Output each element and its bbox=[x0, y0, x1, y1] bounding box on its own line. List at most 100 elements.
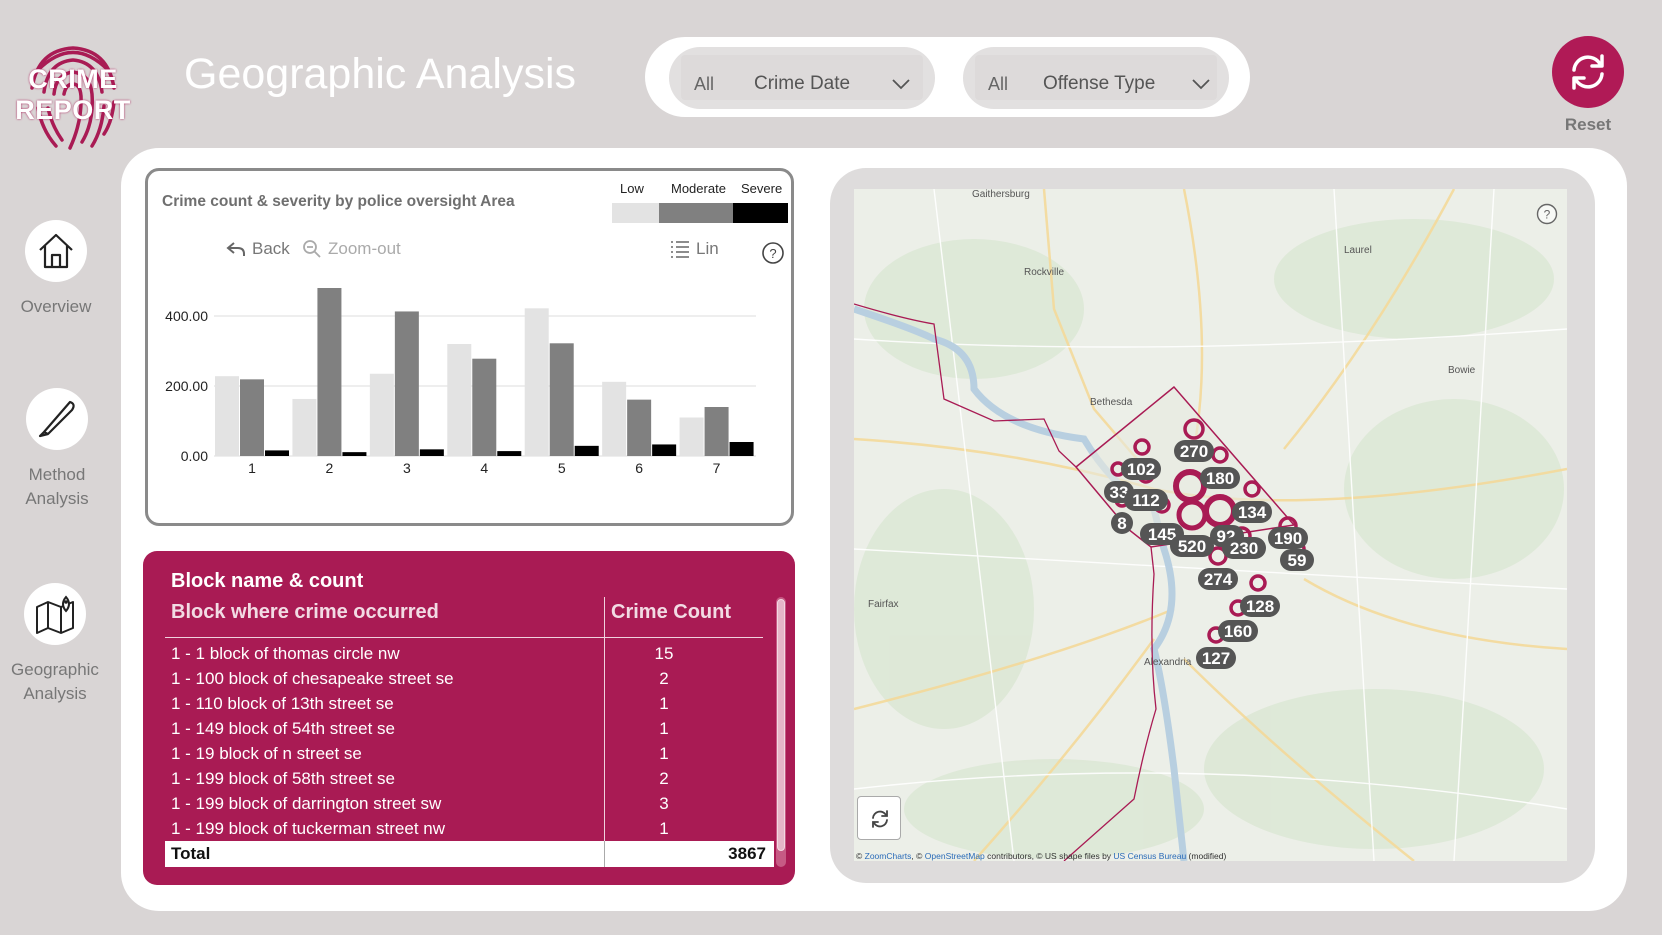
block-cell: 1 - 19 block of n street se bbox=[171, 744, 362, 763]
bar-severe-6 bbox=[652, 444, 677, 456]
cluster-pill bbox=[1280, 549, 1314, 571]
nav-method-analysis[interactable]: Method Analysis bbox=[2, 388, 112, 511]
header-divider bbox=[165, 637, 763, 638]
table-row[interactable]: 1 - 199 block of darrington street sw 3 bbox=[171, 791, 771, 816]
table-row[interactable]: 1 - 149 block of 54th street se 1 bbox=[171, 716, 771, 741]
cluster-ring bbox=[1133, 438, 1151, 456]
openstreetmap-link[interactable]: OpenStreetMap bbox=[924, 851, 985, 861]
nav-geographic-analysis[interactable]: Geographic Analysis bbox=[0, 583, 110, 706]
table-row[interactable]: 1 - 199 block of 58th street se 2 bbox=[171, 766, 771, 791]
nav-label: Geographic Analysis bbox=[11, 660, 99, 703]
place-label: Fairfax bbox=[868, 599, 899, 610]
cluster-label: 134 bbox=[1238, 503, 1267, 522]
zoom-out-icon bbox=[303, 240, 321, 258]
cluster-pill bbox=[1174, 440, 1214, 462]
fingerprint-icon bbox=[30, 46, 116, 150]
x-tick-label: 1 bbox=[248, 460, 256, 476]
table-row[interactable]: 1 - 100 block of chesapeake street se 2 bbox=[171, 666, 771, 691]
cluster-pill bbox=[1121, 458, 1161, 480]
cluster-pill bbox=[1232, 501, 1272, 523]
nav-overview[interactable]: Overview bbox=[1, 220, 111, 319]
place-label: Laurel bbox=[1344, 245, 1372, 256]
x-tick-label: 5 bbox=[558, 460, 566, 476]
cluster-ring bbox=[1249, 574, 1267, 592]
filter-value: All bbox=[988, 74, 1009, 94]
list-icon bbox=[671, 241, 689, 258]
cluster-label: 520 bbox=[1178, 537, 1206, 556]
lin-label: Lin bbox=[696, 239, 719, 258]
cluster-label: 160 bbox=[1224, 622, 1252, 641]
block-cell: 1 - 199 block of tuckerman street nw bbox=[171, 819, 446, 838]
bar-low-7 bbox=[679, 417, 704, 456]
logo-line-2: REPORT bbox=[15, 95, 131, 125]
filter-bar: All Crime Date All Offense Type bbox=[645, 37, 1250, 117]
state-border bbox=[854, 303, 1157, 861]
table-row[interactable]: 1 - 1 block of thomas circle nw 15 bbox=[171, 641, 771, 666]
map-icon bbox=[36, 595, 74, 634]
legend-moderate: Moderate bbox=[671, 181, 726, 196]
legend-swatch-moderate bbox=[659, 203, 733, 223]
y-tick-label: 400.00 bbox=[165, 308, 208, 324]
knife-icon bbox=[38, 400, 75, 438]
block-table-card: Block name & count Block where crime occ… bbox=[143, 551, 795, 885]
crime-map[interactable]: Gaithersburg Rockville Laurel Bethesda B… bbox=[854, 189, 1567, 861]
block-cell: 1 - 199 block of 58th street se bbox=[171, 769, 395, 788]
bar-severe-2 bbox=[342, 452, 367, 456]
legend-swatch-severe bbox=[733, 203, 788, 223]
place-label: Bowie bbox=[1448, 365, 1476, 376]
cluster-label: 102 bbox=[1127, 460, 1155, 479]
table-row[interactable]: 1 - 110 block of 13th street se 1 bbox=[171, 691, 771, 716]
table-total-row: Total 3867 bbox=[165, 841, 774, 867]
x-tick-label: 2 bbox=[326, 460, 334, 476]
table-header-count[interactable]: Crime Count bbox=[611, 601, 731, 623]
cluster-ring bbox=[1176, 499, 1208, 531]
bar-low-2 bbox=[292, 398, 317, 456]
bar-moderate-7 bbox=[704, 407, 729, 456]
cluster-label: 274 bbox=[1204, 570, 1233, 589]
y-tick-label: 0.00 bbox=[181, 448, 208, 464]
cluster-pill bbox=[1200, 467, 1240, 489]
table-row[interactable]: 1 - 199 block of tuckerman street nw 1 bbox=[171, 816, 771, 841]
nav-label: Method Analysis bbox=[25, 465, 89, 508]
back-button[interactable]: Back bbox=[226, 239, 290, 259]
filter-inner bbox=[681, 55, 923, 100]
count-cell: 1 bbox=[659, 719, 669, 738]
cluster-pill bbox=[1196, 647, 1236, 669]
offense-type-filter[interactable]: All Offense Type bbox=[963, 47, 1229, 109]
attribution-sep: , © bbox=[911, 851, 923, 861]
chevron-down-icon bbox=[1192, 79, 1210, 90]
block-cell: 1 - 149 block of 54th street se bbox=[171, 719, 395, 738]
home-icon bbox=[39, 233, 73, 269]
map-help-icon[interactable]: ? bbox=[1536, 203, 1558, 225]
census-link[interactable]: US Census Bureau bbox=[1113, 851, 1187, 861]
cluster-label: 8 bbox=[1117, 514, 1126, 533]
column-divider bbox=[604, 597, 605, 849]
place-label: Alexandria bbox=[1144, 657, 1192, 668]
total-value: 3867 bbox=[728, 844, 766, 863]
table-row[interactable]: 1 - 19 block of n street se 1 bbox=[171, 741, 771, 766]
cluster-label: 145 bbox=[1148, 525, 1176, 544]
cluster-label: 270 bbox=[1180, 442, 1208, 461]
bar-moderate-3 bbox=[394, 311, 419, 456]
svg-text:?: ? bbox=[769, 246, 776, 261]
crime-date-filter[interactable]: All Crime Date bbox=[669, 47, 935, 109]
zoom-out-button[interactable]: Zoom-out bbox=[302, 239, 401, 259]
block-cell: 1 - 1 block of thomas circle nw bbox=[171, 644, 400, 663]
filter-label: Crime Date bbox=[754, 73, 851, 94]
crime-report-logo: CRIME REPORT bbox=[8, 30, 138, 160]
reset-button[interactable] bbox=[1552, 36, 1624, 108]
zoom-out-label: Zoom-out bbox=[328, 239, 401, 258]
logo-line-1: CRIME bbox=[28, 64, 118, 94]
block-cell: 1 - 110 block of 13th street se bbox=[171, 694, 394, 713]
table-header-block[interactable]: Block where crime occurred bbox=[171, 601, 439, 623]
help-icon[interactable]: ? bbox=[761, 241, 785, 265]
zoomcharts-link[interactable]: ZoomCharts bbox=[864, 851, 912, 861]
map-reset-view-button[interactable] bbox=[857, 796, 901, 840]
lin-scale-button[interactable]: Lin bbox=[670, 239, 719, 259]
cluster-label: 230 bbox=[1230, 539, 1258, 558]
reset-label: Reset bbox=[1564, 115, 1612, 134]
legend-severe: Severe bbox=[741, 181, 783, 196]
attribution-suffix: (modified) bbox=[1186, 851, 1227, 861]
table-scrollbar-thumb[interactable] bbox=[777, 599, 785, 851]
count-cell: 15 bbox=[654, 644, 674, 663]
